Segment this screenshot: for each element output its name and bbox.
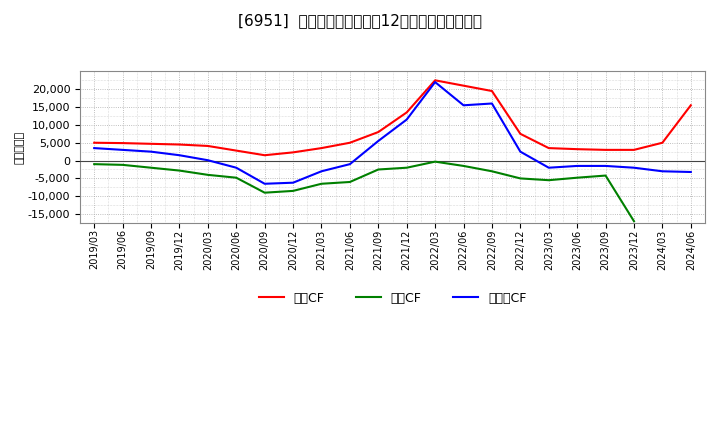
Y-axis label: （百万円）: （百万円） [15, 131, 25, 164]
投資CF [601, 173, 610, 178]
フリーCF [90, 146, 99, 151]
フリーCF [630, 165, 639, 170]
投資CF [459, 163, 468, 169]
Line: 営業CF: 営業CF [94, 81, 690, 155]
投資CF [118, 162, 127, 168]
フリーCF [658, 169, 667, 174]
営業CF [175, 142, 184, 147]
営業CF [317, 146, 325, 151]
フリーCF [431, 80, 439, 85]
投資CF [232, 175, 240, 180]
フリーCF [204, 158, 212, 163]
投資CF [573, 175, 582, 180]
営業CF [289, 150, 297, 155]
投資CF [147, 165, 156, 170]
営業CF [261, 153, 269, 158]
フリーCF [573, 163, 582, 169]
フリーCF [516, 149, 525, 154]
投資CF [630, 219, 639, 224]
営業CF [516, 131, 525, 136]
投資CF [90, 161, 99, 167]
営業CF [204, 143, 212, 149]
営業CF [346, 140, 354, 145]
営業CF [402, 110, 411, 115]
営業CF [431, 78, 439, 83]
営業CF [118, 140, 127, 146]
フリーCF [686, 169, 695, 175]
投資CF [175, 168, 184, 173]
Line: 投資CF: 投資CF [94, 161, 634, 221]
Line: フリーCF: フリーCF [94, 82, 690, 184]
営業CF [232, 148, 240, 153]
フリーCF [147, 149, 156, 154]
フリーCF [118, 147, 127, 153]
営業CF [374, 129, 382, 135]
営業CF [459, 83, 468, 88]
投資CF [544, 178, 553, 183]
投資CF [402, 165, 411, 170]
Text: [6951]  キャッシュフローの12か月移動合計の推移: [6951] キャッシュフローの12か月移動合計の推移 [238, 13, 482, 28]
Legend: 営業CF, 投資CF, フリーCF: 営業CF, 投資CF, フリーCF [253, 287, 531, 310]
投資CF [487, 169, 496, 174]
営業CF [147, 141, 156, 147]
フリーCF [601, 163, 610, 169]
フリーCF [261, 181, 269, 187]
投資CF [261, 190, 269, 195]
営業CF [686, 103, 695, 108]
営業CF [90, 140, 99, 145]
フリーCF [459, 103, 468, 108]
投資CF [346, 180, 354, 185]
フリーCF [487, 101, 496, 106]
フリーCF [232, 165, 240, 170]
投資CF [204, 172, 212, 177]
投資CF [317, 181, 325, 187]
フリーCF [346, 161, 354, 167]
投資CF [289, 188, 297, 194]
営業CF [544, 146, 553, 151]
フリーCF [402, 117, 411, 122]
営業CF [630, 147, 639, 153]
フリーCF [175, 153, 184, 158]
投資CF [374, 167, 382, 172]
投資CF [431, 159, 439, 164]
フリーCF [317, 169, 325, 174]
投資CF [516, 176, 525, 181]
営業CF [601, 147, 610, 153]
フリーCF [544, 165, 553, 170]
営業CF [573, 147, 582, 152]
営業CF [658, 140, 667, 145]
フリーCF [374, 138, 382, 143]
フリーCF [289, 180, 297, 185]
営業CF [487, 88, 496, 94]
